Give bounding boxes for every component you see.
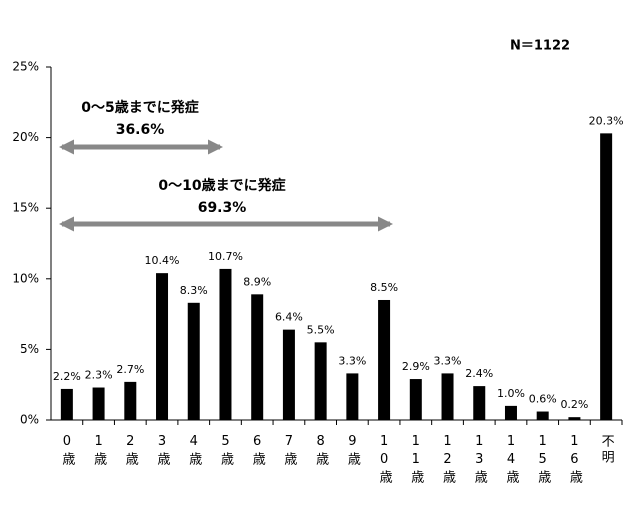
y-tick-label: 10% xyxy=(12,271,39,285)
y-tick-label: 0% xyxy=(20,413,39,427)
bar xyxy=(156,273,169,420)
annotation: 0～5歳までに発症 xyxy=(81,99,198,116)
bar xyxy=(568,417,581,420)
value-label: 2.3% xyxy=(85,369,113,382)
x-tick-label: 16歳 xyxy=(567,434,583,486)
x-tick-label: 0歳 xyxy=(59,434,75,468)
y-tick-label: 25% xyxy=(12,60,39,74)
x-tick-label: 13歳 xyxy=(472,434,488,486)
value-label: 0.6% xyxy=(529,393,557,406)
bar xyxy=(60,388,73,420)
value-label: 3.3% xyxy=(338,354,366,367)
value-label: 2.2% xyxy=(53,370,81,383)
bar xyxy=(504,405,517,420)
y-tick-label: 5% xyxy=(20,342,39,356)
x-tick-label: 10歳 xyxy=(377,434,393,486)
bar xyxy=(409,379,422,420)
y-tick-label: 15% xyxy=(12,201,39,215)
bar xyxy=(92,387,105,420)
bar xyxy=(600,133,613,420)
bar xyxy=(282,329,295,420)
annotation: 69.3% xyxy=(198,200,247,216)
bar xyxy=(251,294,264,420)
bar xyxy=(124,381,137,420)
x-tick-label: 不明 xyxy=(599,434,615,466)
x-tick-label: 12歳 xyxy=(440,434,456,486)
value-label: 8.5% xyxy=(370,281,398,294)
x-tick-label: 2歳 xyxy=(123,434,139,468)
value-label: 8.9% xyxy=(243,275,271,288)
bar xyxy=(346,373,359,420)
value-label: 5.5% xyxy=(307,323,335,336)
x-tick-label: 11歳 xyxy=(408,434,424,486)
bar xyxy=(441,373,454,420)
x-tick-label: 15歳 xyxy=(535,434,551,486)
x-tick-label: 3歳 xyxy=(155,434,171,468)
sample-size: N＝1122 xyxy=(510,39,570,54)
value-label: 0.2% xyxy=(560,398,588,411)
x-tick-label: 5歳 xyxy=(218,434,234,468)
value-label: 3.3% xyxy=(434,354,462,367)
x-tick-label: 9歳 xyxy=(345,434,361,468)
value-label: 10.4% xyxy=(145,254,180,267)
x-tick-label: 7歳 xyxy=(281,434,297,468)
annotation: 0～10歳までに発症 xyxy=(158,177,285,194)
bar xyxy=(219,268,232,420)
value-label: 2.7% xyxy=(116,363,144,376)
bar xyxy=(536,411,549,420)
y-tick-label: 20% xyxy=(12,130,39,144)
bar xyxy=(378,299,391,420)
x-tick-label: 14歳 xyxy=(503,434,519,486)
annotation: 36.6% xyxy=(116,122,165,138)
bar xyxy=(187,302,200,420)
value-label: 10.7% xyxy=(208,250,243,263)
x-tick-label: 4歳 xyxy=(186,434,202,468)
x-tick-label: 1歳 xyxy=(91,434,107,468)
bar xyxy=(473,386,486,420)
value-label: 2.9% xyxy=(402,360,430,373)
value-label: 6.4% xyxy=(275,311,303,324)
value-label: 2.4% xyxy=(465,367,493,380)
bar xyxy=(314,342,327,420)
value-label: 8.3% xyxy=(180,284,208,297)
x-tick-label: 8歳 xyxy=(313,434,329,468)
x-tick-label: 6歳 xyxy=(250,434,266,468)
value-label: 20.3% xyxy=(589,114,624,127)
value-label: 1.0% xyxy=(497,387,525,400)
